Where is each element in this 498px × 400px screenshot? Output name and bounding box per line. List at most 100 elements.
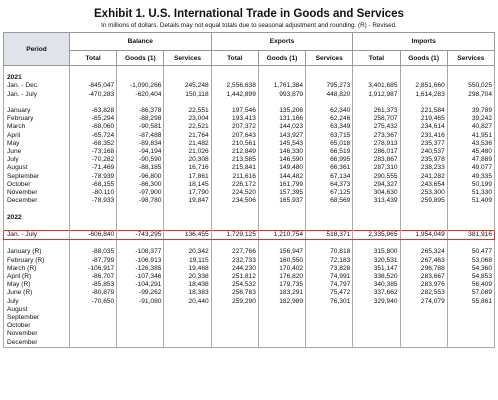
cell: 259,895 [399,197,448,206]
cell: -70,282 [68,156,118,165]
cell [116,65,165,75]
cell: 16,716 [163,164,212,173]
cell [68,305,118,315]
row-label: January [3,106,70,116]
cell: 150,118 [163,90,212,99]
cell: 146,330 [257,148,307,157]
cell [68,338,118,348]
cell: 72,183 [305,256,354,265]
cell: 221,584 [399,106,448,116]
cell [446,98,496,107]
cell [352,205,401,214]
cell: 795,273 [305,82,354,91]
cell [446,221,496,231]
cell: 146,590 [257,156,307,165]
cell: -98,780 [116,197,165,206]
row-label: June (R) [3,289,70,298]
cell: 53,068 [446,256,496,265]
cell [352,322,401,331]
row-label: October [3,322,70,331]
cell: 2,851,660 [399,82,448,91]
cell [163,98,212,107]
cell: 1,210,754 [257,229,307,241]
column-header: Goods (1) [399,50,448,66]
cell: 267,463 [399,256,448,265]
data-row: March (R) -106,917 -126,385 19,468 244,230 17… [3,264,496,273]
cell: 1,954,049 [399,229,448,241]
cell: 67,125 [305,189,354,198]
row-label: November [3,189,70,198]
cell: 240,537 [399,148,448,157]
cell [305,239,354,249]
cell: 65,018 [305,139,354,148]
data-row: November -80,110 -97,900 17,790 224,520 157,3… [3,189,496,198]
cell: 73,828 [305,264,354,273]
title: Exhibit 1. U.S. International Trade in G… [94,8,404,20]
cell: -96,800 [116,172,165,181]
cell [305,338,354,348]
cell [163,221,212,231]
cell: 227,766 [210,248,259,257]
cell: 18,145 [163,180,212,190]
cell: -71,469 [68,164,118,173]
cell [352,221,401,231]
cell [116,205,165,214]
cell: 329,940 [352,297,401,306]
row-label: July [3,297,70,306]
cell [305,314,354,323]
column-header: Total [68,50,118,66]
cell [257,205,307,214]
cell: 256,783 [210,289,259,298]
cell: -70,650 [68,297,118,306]
column-header: Total [210,50,259,66]
cell: 219,465 [399,115,448,124]
cell [352,305,401,315]
cell [116,322,165,331]
cell: 144,023 [257,123,307,132]
cell [68,98,118,107]
cell [210,65,259,75]
cell [68,322,118,331]
cell [399,305,448,315]
cell: 1,614,283 [399,90,448,99]
cell: 3,401,685 [352,82,401,91]
row-label: November [3,330,70,339]
cell [68,213,118,222]
column-header: Goods (1) [116,50,165,66]
row-label: December [3,338,70,348]
cell: -104,291 [116,281,165,290]
cell: 448,820 [305,90,354,99]
cell: -620,404 [116,90,165,99]
cell: 18,438 [163,281,212,290]
cell: 62,340 [305,106,354,116]
cell: 290,555 [352,172,401,181]
cell [163,322,212,331]
cell: -126,385 [116,264,165,273]
cell: 213,585 [210,156,259,165]
cell: -90,581 [116,123,165,132]
cell: 315,800 [352,248,401,257]
cell [399,322,448,331]
cell: 340,385 [352,281,401,290]
cell: 136,455 [163,229,212,241]
cell: 351,147 [352,264,401,273]
cell: 176,820 [257,273,307,282]
cell: 298,704 [446,90,496,99]
column-header: Services [305,50,354,66]
row-label: Jan. - Dec. [3,82,70,91]
cell: -89,834 [116,139,165,148]
cell: 74,797 [305,281,354,290]
cell: -65,294 [68,115,118,124]
cell: 21,026 [163,148,212,157]
cell: 22,551 [163,106,212,116]
header-row: Period Balance Exports Imports [3,32,495,66]
cell [257,98,307,107]
cell [163,314,212,323]
cell [210,98,259,107]
cell [399,338,448,348]
cell: 253,300 [399,189,448,198]
cell: 226,172 [210,180,259,190]
cell [305,213,354,222]
cell [257,221,307,231]
cell [116,338,165,348]
